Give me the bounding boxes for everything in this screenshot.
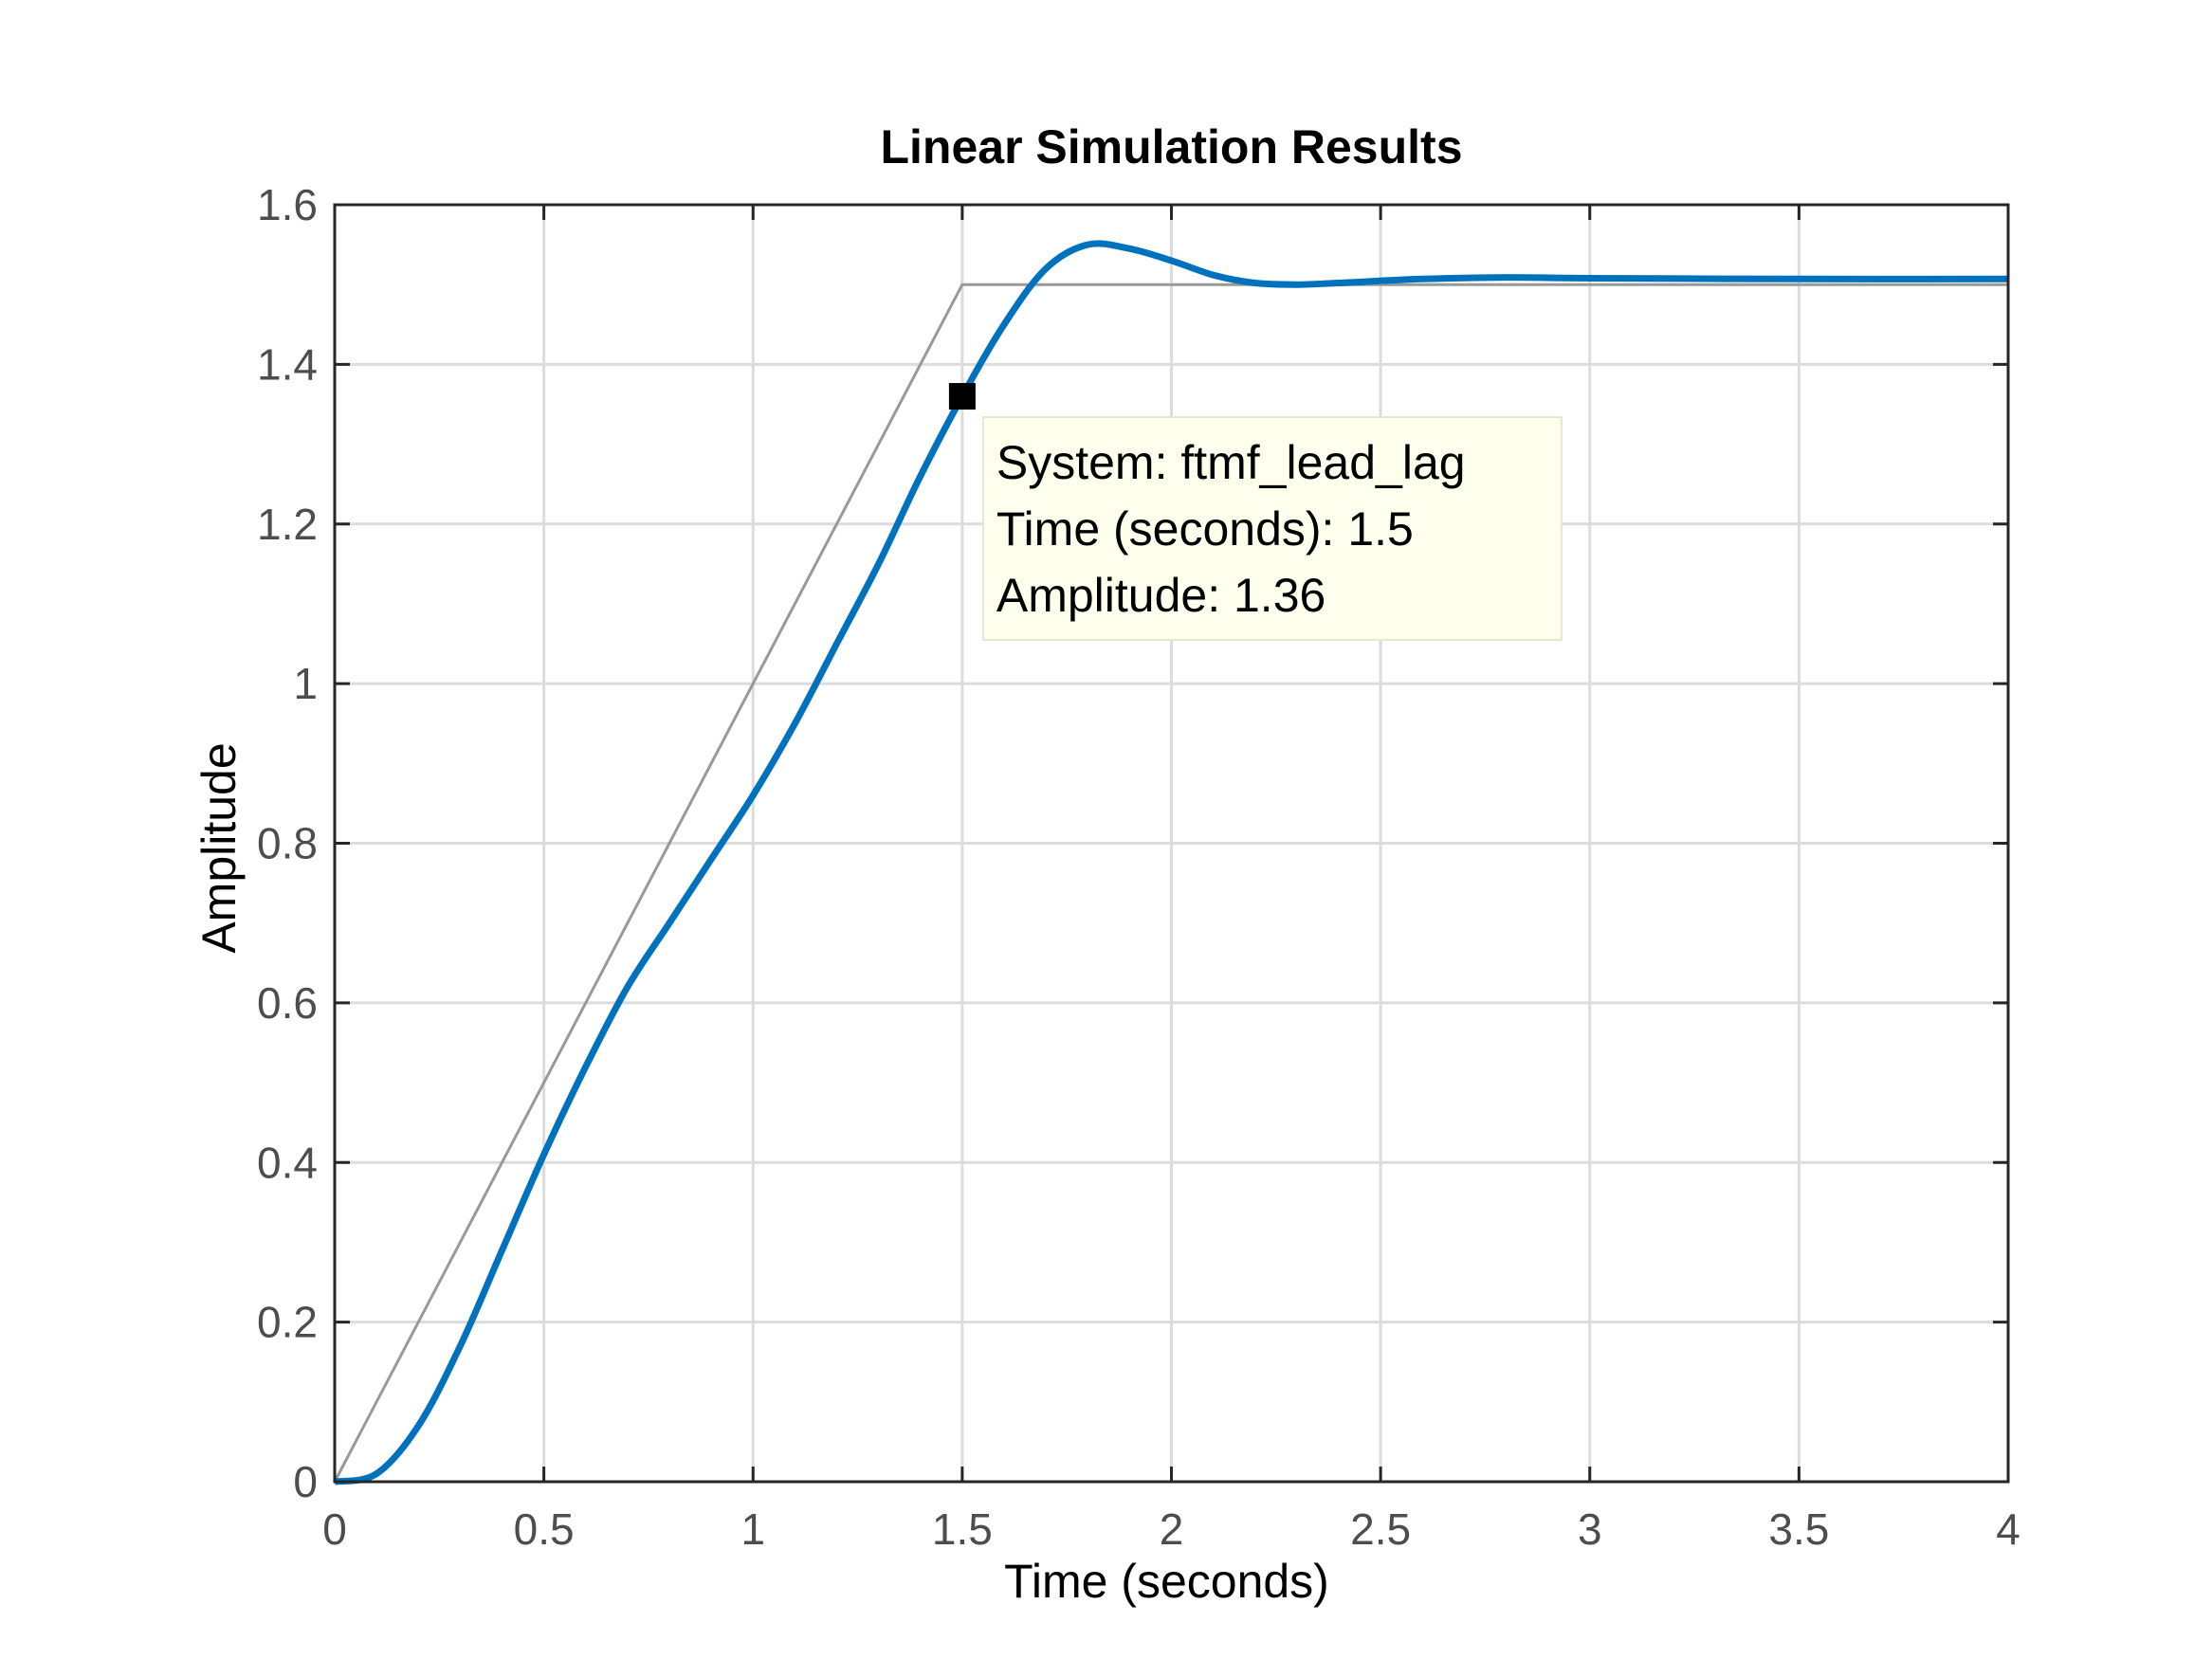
ticks: 0 0.5 1 1.5 2 2.5 3 3.5 4 0 0.2 0.4 0.6 0.8 1 1.2 1.4 1.6: [257, 180, 2020, 1554]
datatip-line: System: ftmf_lead_lag: [996, 436, 1466, 489]
datatip-line: Time (seconds): 1.5: [996, 502, 1414, 556]
datatip-marker: [948, 383, 976, 410]
plot-series: [333, 240, 2009, 1486]
x-tick-label: 0: [322, 1504, 347, 1554]
x-tick-label: 2: [1160, 1504, 1184, 1554]
y-tick-label: 0.2: [257, 1298, 318, 1347]
y-tick-label: 0.4: [257, 1138, 318, 1187]
y-tick-label: 0.8: [257, 819, 318, 868]
response-line: [334, 240, 2009, 1486]
x-tick-label: 4: [1996, 1504, 2020, 1554]
x-tick-label: 3: [1578, 1504, 1602, 1554]
y-tick-label: 1.2: [257, 500, 318, 549]
y-tick-label: 1: [293, 659, 318, 708]
x-tick-label: 0.5: [514, 1504, 575, 1554]
input-signal-line: [333, 283, 2008, 1483]
y-tick-label: 0.6: [257, 978, 318, 1028]
x-tick-label: 1: [740, 1504, 765, 1554]
grid: [333, 203, 2010, 1484]
y-axis-label: Amplitude: [192, 742, 246, 953]
x-tick-label: 1.5: [932, 1504, 993, 1554]
datatip-box: [981, 416, 1563, 642]
datatip-line: Amplitude: 1.36: [996, 569, 1325, 622]
x-tick-label: 2.5: [1350, 1504, 1411, 1554]
x-axis-label: Time (seconds): [1004, 1555, 1329, 1608]
y-tick-label: 1.4: [257, 339, 318, 389]
x-tick-label: 3.5: [1768, 1504, 1829, 1554]
chart-title: Linear Simulation Results: [880, 120, 1462, 173]
y-tick-label: 0: [293, 1457, 318, 1506]
datatip[interactable]: System: ftmf_lead_lag Time (seconds): 1.5…: [948, 383, 1563, 642]
y-tick-label: 1.6: [257, 180, 318, 229]
